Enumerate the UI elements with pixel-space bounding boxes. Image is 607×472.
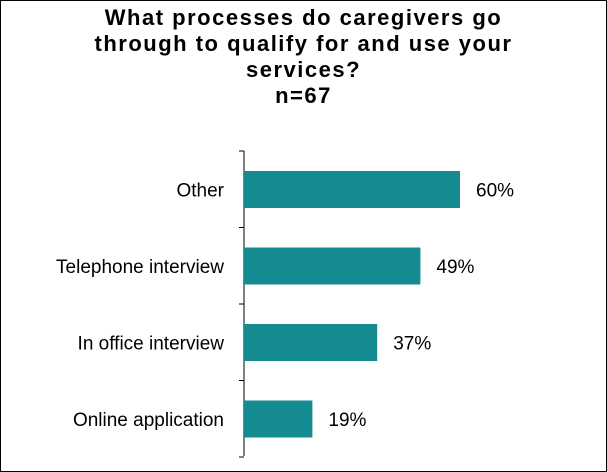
chart-subtitle-sample-size: n=67 xyxy=(275,83,332,108)
category-label: Online application xyxy=(73,410,224,431)
bar-2 xyxy=(244,247,421,285)
bar-value-label: 19% xyxy=(328,410,366,431)
bar-4 xyxy=(244,400,313,438)
bar-3 xyxy=(244,324,378,361)
chart-title-line-1: What processes do caregivers go xyxy=(104,5,503,30)
chart-title-line-3: services? xyxy=(245,57,362,82)
category-label: Telephone interview xyxy=(56,257,224,278)
bar-1 xyxy=(244,171,460,208)
chart-title-line-2: through to qualify for and use your xyxy=(94,31,513,56)
bar-value-label: 60% xyxy=(476,181,514,202)
category-label: Other xyxy=(176,181,224,202)
bar-value-label: 49% xyxy=(436,257,474,278)
category-label: In office interview xyxy=(78,334,225,355)
chart-title: What processes do caregivers go through … xyxy=(1,5,606,109)
bar-value-label: 37% xyxy=(393,334,431,355)
